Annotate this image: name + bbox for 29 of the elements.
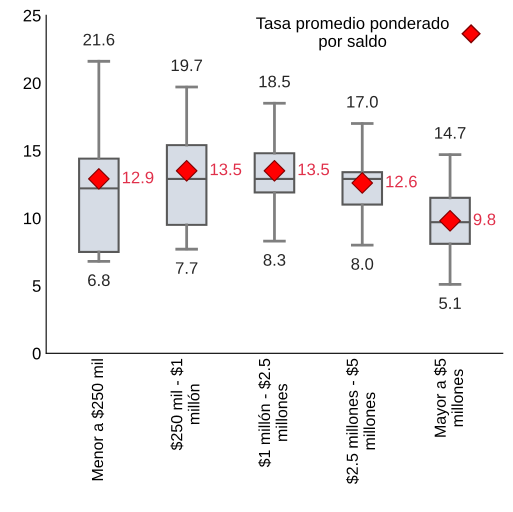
annotation: 8.3 [264, 254, 286, 266]
point [88, 168, 110, 190]
annotation: 19.7 [172, 59, 202, 72]
legend-label: Tasa promedio ponderado por saldo [256, 16, 449, 50]
data-label: 9.8 [474, 213, 496, 226]
x-tick-label: Menor a $250 mil [91, 359, 104, 480]
y-tick-label: 20 [24, 77, 41, 90]
annotation: 21.6 [83, 34, 114, 46]
point [176, 160, 198, 182]
y-tick-label: 15 [24, 145, 41, 157]
data-label: 12.9 [122, 172, 154, 184]
x-tick-label: $250 mil - $1 millón [170, 358, 200, 450]
annotation: 8.0 [351, 258, 374, 270]
data-label: 13.5 [210, 163, 242, 176]
annotation: 7.7 [176, 262, 198, 274]
data-label: 12.6 [386, 176, 417, 188]
annotation: 17.0 [347, 96, 378, 108]
x-tick-label: $1 millón - $2.5 millones [258, 358, 288, 468]
y-tick-label: 25 [24, 10, 41, 22]
data-label: 13.5 [298, 163, 330, 176]
y-tick-label: 0 [32, 348, 41, 360]
y-tick-label: 10 [24, 212, 41, 224]
x-tick-label: Mayor a $5 millones [434, 358, 464, 437]
x-tick-label: $2.5 millones - $5 millones [346, 358, 376, 484]
annotation: 5.1 [439, 297, 461, 310]
annotation: 6.8 [88, 274, 110, 286]
annotation: 14.7 [435, 127, 466, 139]
y-tick-label: 5 [32, 280, 41, 292]
annotation: 18.5 [260, 76, 290, 88]
